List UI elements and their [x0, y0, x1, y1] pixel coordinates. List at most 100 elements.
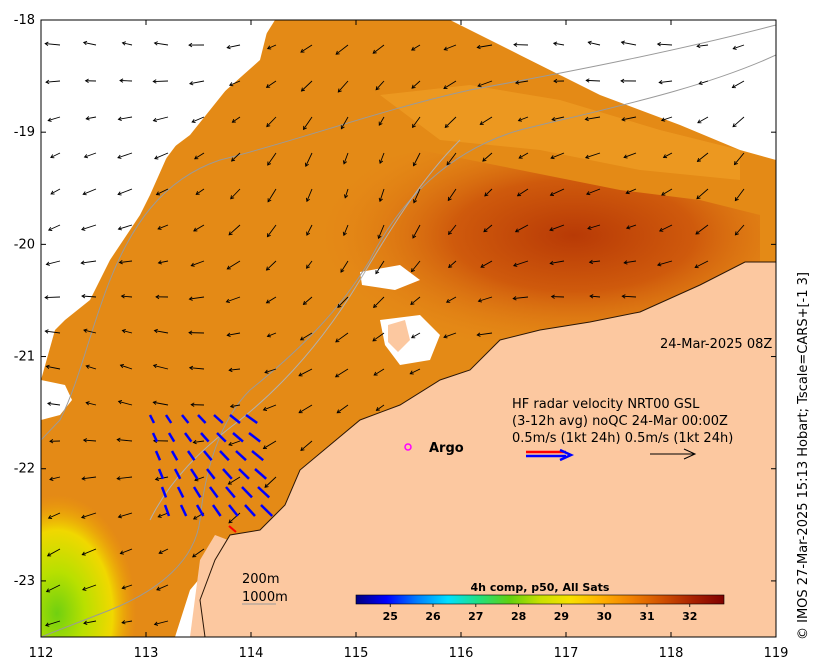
current-vector-head — [409, 370, 414, 375]
current-vector-head — [188, 365, 194, 371]
current-vector — [81, 512, 97, 518]
current-vector — [448, 260, 457, 268]
current-vector — [372, 44, 385, 54]
bathy-200m — [41, 54, 776, 637]
current-vector — [659, 224, 673, 232]
current-vector-head — [152, 117, 157, 123]
current-vector — [413, 152, 421, 166]
current-vector-head — [227, 480, 232, 485]
current-vector — [340, 116, 349, 129]
current-vector — [446, 152, 457, 166]
current-vector-head — [304, 162, 309, 167]
current-vector-head — [443, 334, 448, 339]
current-vector — [480, 260, 493, 268]
current-vector — [189, 80, 205, 85]
current-vector — [118, 400, 133, 406]
current-vector — [482, 152, 493, 162]
argo-label: Argo — [429, 441, 464, 456]
colorbar: 4h comp, p50, All Sats 25 26 27 28 29 30 31 32 — [355, 581, 725, 623]
current-vector-head — [695, 230, 700, 235]
current-vector-head — [195, 191, 200, 195]
current-vector-head — [375, 270, 380, 275]
current-vector — [626, 224, 637, 229]
current-vector-head — [300, 446, 305, 451]
current-vector-head — [85, 401, 90, 406]
current-vector — [305, 152, 313, 167]
current-vector — [230, 404, 241, 408]
current-vector — [734, 188, 745, 201]
current-vector-head — [733, 161, 738, 166]
current-vector — [478, 296, 493, 302]
plot-area — [41, 20, 776, 637]
lon-tick-label: 112 — [29, 646, 54, 661]
colorbar-tick-label: 25 — [383, 610, 398, 623]
radar-vector — [197, 414, 207, 424]
current-vector — [122, 620, 133, 624]
current-vector-head — [658, 227, 664, 232]
radar-vector — [225, 486, 236, 499]
current-vector — [82, 476, 97, 480]
current-vector — [410, 368, 421, 375]
current-vector-head — [517, 117, 523, 122]
current-vector — [477, 332, 493, 336]
current-vector — [335, 44, 349, 55]
current-vector — [120, 364, 133, 370]
current-vector — [50, 188, 61, 195]
current-vector-head — [696, 157, 701, 162]
lon-tick-label: 118 — [659, 646, 684, 661]
current-vector — [300, 44, 313, 53]
current-vector — [373, 368, 385, 376]
current-vector-head — [483, 228, 488, 233]
lon-tick-label: 116 — [449, 646, 474, 661]
current-vector — [83, 41, 97, 46]
current-vector — [587, 224, 601, 230]
current-vector — [588, 41, 601, 46]
longitude-axis: 112 113 114 115 116 117 118 119 — [29, 20, 788, 661]
current-vector-head — [81, 294, 86, 299]
current-vector-head — [479, 121, 484, 125]
current-vector-head — [266, 45, 272, 50]
current-vector-head — [696, 195, 701, 200]
current-vector — [227, 332, 241, 336]
current-vector-head — [698, 80, 703, 86]
current-vector — [191, 116, 205, 123]
current-vector — [443, 332, 457, 338]
current-vector-head — [226, 265, 231, 270]
current-vector-head — [373, 371, 378, 376]
lat-tick-label: -22 — [14, 462, 35, 477]
current-vector — [189, 296, 205, 300]
radar-vector — [163, 504, 171, 517]
colorbar-tick-label: 26 — [425, 610, 441, 623]
colorbar-tick-label: 32 — [682, 610, 697, 623]
current-vector-head — [587, 40, 592, 46]
current-vector-head — [446, 161, 451, 166]
current-vector — [193, 224, 205, 232]
current-vector-head — [193, 227, 198, 232]
lon-tick-label: 114 — [239, 646, 264, 661]
current-vector — [734, 152, 745, 165]
current-vector-head — [411, 123, 416, 129]
latitude-axis: -18 -19 -20 -21 -22 -23 — [14, 13, 776, 589]
current-vector — [193, 440, 205, 443]
current-vector — [659, 80, 673, 83]
radar-vector — [148, 414, 156, 424]
lat-tick-label: -19 — [14, 125, 35, 140]
current-vector-head — [732, 45, 737, 50]
current-vector-head — [45, 364, 50, 369]
current-vector — [411, 332, 421, 339]
current-vector-head — [413, 199, 418, 204]
current-vector-head — [45, 588, 51, 593]
current-vector — [515, 80, 529, 84]
current-vector — [156, 584, 169, 591]
current-vector — [413, 188, 421, 203]
current-vector-head — [656, 262, 662, 267]
current-vector — [267, 224, 277, 237]
current-vector-head — [586, 191, 591, 196]
current-vector-head — [152, 400, 157, 405]
argo-marker — [404, 443, 412, 451]
current-vector — [192, 548, 205, 558]
current-vector-head — [155, 294, 160, 300]
current-vector — [86, 116, 97, 120]
current-vector — [153, 364, 169, 370]
bathy-1000m — [41, 24, 776, 441]
